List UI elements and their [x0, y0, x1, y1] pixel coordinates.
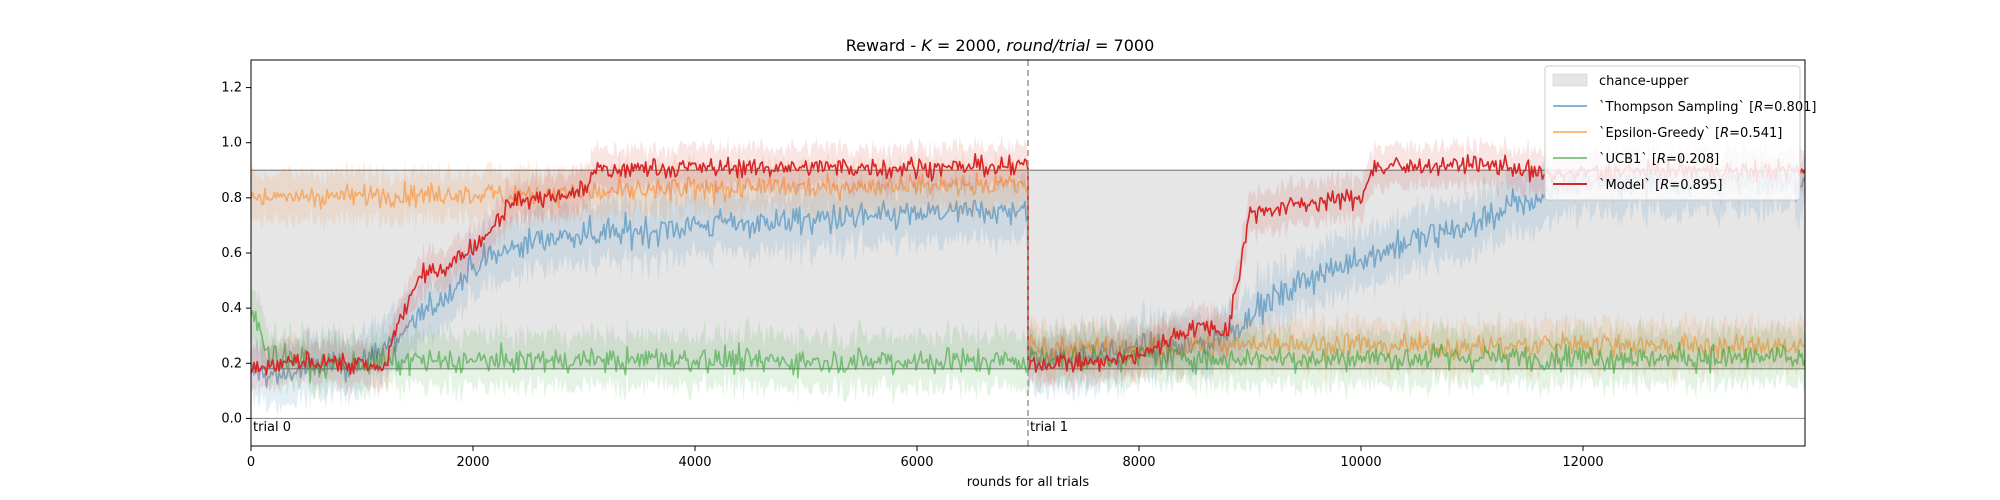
y-tick-label: 1.2: [221, 81, 242, 96]
legend-label-series-1: `Thompson Sampling` [R=0.801]: [1599, 100, 1816, 115]
x-tick-label: 10000: [1340, 455, 1381, 470]
series-4-band-1: [1028, 133, 1805, 393]
series-3-band-0: [251, 288, 1028, 415]
x-tick-label: 8000: [1122, 455, 1155, 470]
legend-label-series-2: `Epsilon-Greedy` [R=0.541]: [1599, 126, 1782, 141]
x-tick-label: 12000: [1562, 455, 1603, 470]
legend-label-series-3: `UCB1` [R=0.208]: [1599, 152, 1719, 167]
legend-box: [1544, 65, 1801, 201]
x-tick-label: 4000: [678, 455, 711, 470]
legend: chance-upper `Thompson Sampling` [R=0.801…: [1544, 65, 1816, 201]
series-2-line-0: [251, 171, 1029, 210]
legend-label-chance-upper: chance-upper: [1599, 74, 1689, 89]
legend-swatch-chance-upper: [1552, 73, 1588, 87]
title-k-eq: = 2000,: [932, 36, 1006, 55]
series-1-line-0: [251, 199, 1029, 388]
series-3: [251, 288, 1805, 415]
chart-title: Reward - K = 2000, round/trial = 7000: [846, 36, 1155, 55]
series-3-line-1: [1027, 341, 1805, 375]
title-rt-var: round/trial: [1006, 36, 1090, 55]
y-tick-label: 0.0: [221, 411, 242, 426]
series-4-band-0: [251, 134, 1028, 400]
x-tick-label: 2000: [456, 455, 489, 470]
series-1-band-0: [251, 165, 1028, 418]
title-rt-eq: = 7000: [1090, 36, 1154, 55]
x-tick-label: 0: [247, 455, 255, 470]
y-tick-label: 0.4: [221, 301, 242, 316]
x-tick-label: 6000: [900, 455, 933, 470]
x-axis-ticks: 0 2000 4000 6000 8000 10000 12000: [247, 446, 1604, 470]
plot-frame: [250, 59, 1806, 447]
y-tick-label: 0.6: [221, 246, 242, 261]
trial-label-1: trial 1: [1030, 420, 1068, 435]
y-tick-label: 0.8: [221, 191, 242, 206]
legend-label-series-4: `Model` [R=0.895]: [1599, 178, 1722, 193]
y-tick-label: 1.0: [221, 136, 242, 151]
series-3-line-0: [251, 310, 1029, 384]
x-axis-label: rounds for all trials: [967, 475, 1090, 490]
title-k-var: K: [921, 36, 933, 55]
y-tick-label: 0.2: [221, 356, 242, 371]
series-2-line-1: [1027, 330, 1805, 365]
title-prefix: Reward -: [846, 36, 922, 55]
series-4-line-0: [251, 153, 1029, 376]
y-axis-ticks: 0.0 0.2 0.4 0.6 0.8 1.0 1.2: [221, 81, 251, 426]
trial-label-0: trial 0: [253, 420, 291, 435]
